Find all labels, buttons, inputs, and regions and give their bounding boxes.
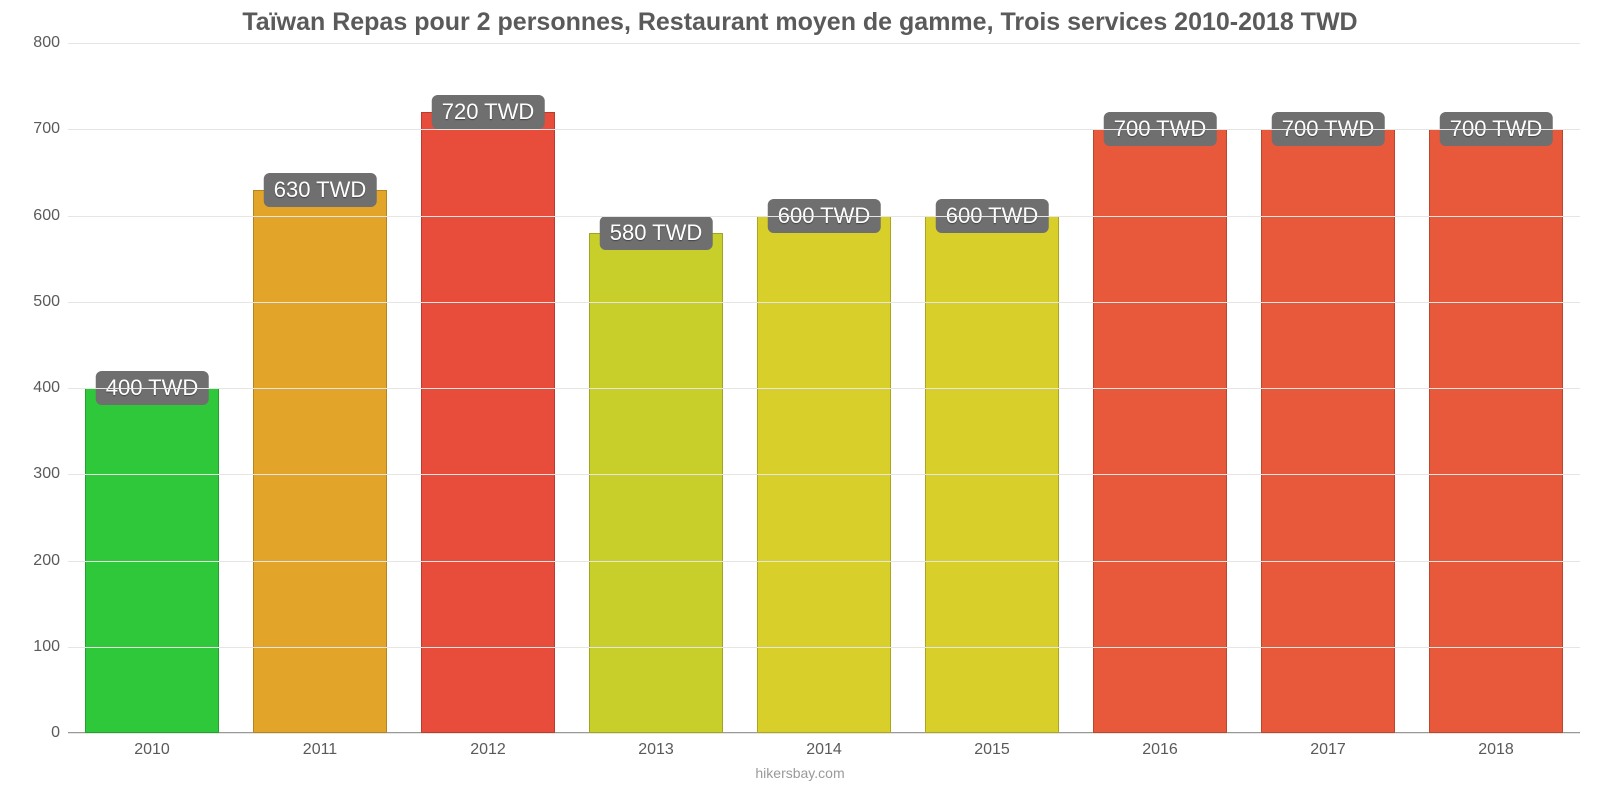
y-tick-label: 200 (20, 552, 60, 570)
x-tick-label: 2014 (740, 741, 908, 759)
bar (1429, 129, 1563, 733)
x-tick-label: 2017 (1244, 741, 1412, 759)
bar (1093, 129, 1227, 733)
plot-area: 400 TWD630 TWD720 TWD580 TWD600 TWD600 T… (68, 43, 1580, 733)
x-tick-label: 2012 (404, 741, 572, 759)
x-tick-label: 2013 (572, 741, 740, 759)
bar (253, 190, 387, 733)
gridline (68, 647, 1580, 648)
y-tick-label: 0 (20, 724, 60, 742)
x-tick-label: 2016 (1076, 741, 1244, 759)
gridline (68, 216, 1580, 217)
x-axis-labels: 201020112012201320142015201620172018 (68, 741, 1580, 759)
value-label: 580 TWD (600, 216, 713, 250)
gridline (68, 302, 1580, 303)
gridline (68, 474, 1580, 475)
bar (1261, 129, 1395, 733)
y-tick-label: 700 (20, 120, 60, 138)
x-tick-label: 2018 (1412, 741, 1580, 759)
gridline (68, 561, 1580, 562)
x-tick-label: 2010 (68, 741, 236, 759)
y-tick-label: 600 (20, 207, 60, 225)
y-tick-label: 500 (20, 293, 60, 311)
gridline (68, 129, 1580, 130)
x-tick-label: 2011 (236, 741, 404, 759)
x-tick-label: 2015 (908, 741, 1076, 759)
gridline (68, 43, 1580, 44)
y-tick-label: 100 (20, 638, 60, 656)
bar (589, 233, 723, 733)
chart-footer: hikersbay.com (0, 765, 1600, 781)
y-tick-label: 400 (20, 379, 60, 397)
value-label: 630 TWD (264, 173, 377, 207)
bar-chart: Taïwan Repas pour 2 personnes, Restauran… (0, 0, 1600, 800)
bar (421, 112, 555, 733)
gridline (68, 733, 1580, 734)
y-tick-label: 300 (20, 465, 60, 483)
gridline (68, 388, 1580, 389)
chart-title: Taïwan Repas pour 2 personnes, Restauran… (0, 8, 1600, 37)
y-tick-label: 800 (20, 34, 60, 52)
value-label: 720 TWD (432, 95, 545, 129)
